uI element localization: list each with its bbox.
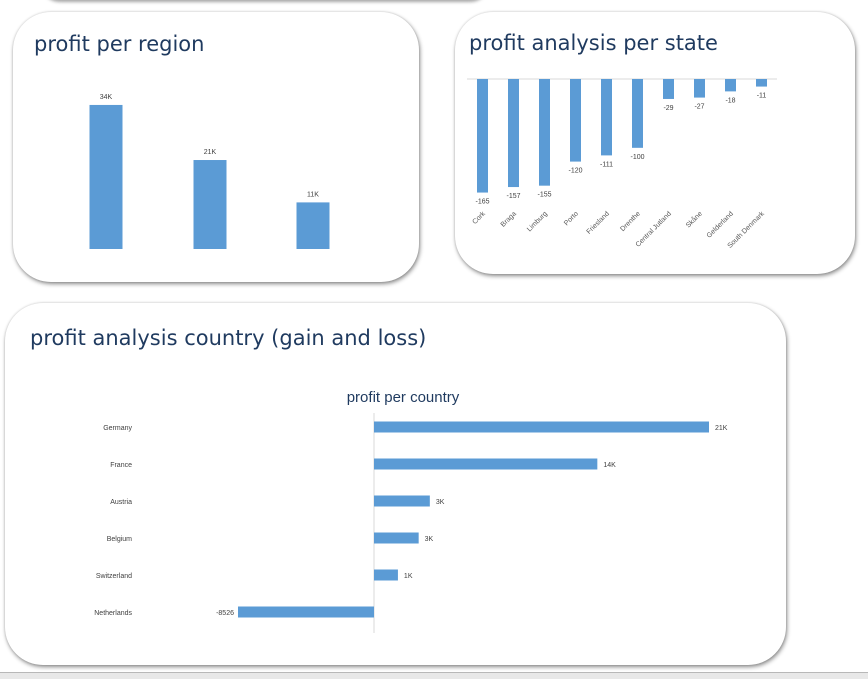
- state-chart-card[interactable]: profit analysis per state -165 Cork -157 Br…: [455, 12, 855, 274]
- state-bar-data-label: -111: [600, 161, 613, 168]
- state-bar-data-label: -120: [568, 168, 582, 175]
- region-bar: [89, 104, 123, 250]
- country-bar-data-label: 14K: [603, 462, 616, 469]
- state-bar-data-label: -27: [694, 104, 704, 111]
- country-chart: profit per country Germany 21K France 14K Aus…: [94, 389, 728, 633]
- state-bar: [570, 79, 581, 162]
- state-bar-data-label: -155: [537, 192, 551, 199]
- country-bar: [374, 569, 398, 581]
- state-bar: [477, 79, 488, 193]
- country-category-label: Germany: [103, 425, 132, 432]
- state-bar-data-label: -29: [663, 105, 673, 112]
- country-bar: [374, 421, 709, 433]
- state-bar: [632, 79, 643, 148]
- country-category-label: Austria: [110, 499, 132, 506]
- state-bar: [508, 79, 519, 188]
- state-bar: [601, 79, 612, 156]
- state-category-label: Drenthe: [619, 210, 642, 233]
- state-bar: [663, 79, 674, 99]
- country-bar-data-label: -8526: [216, 610, 234, 617]
- country-chart-title: profit per country: [347, 389, 460, 406]
- country-category-label: France: [110, 462, 132, 469]
- country-category-label: Switzerland: [96, 573, 132, 580]
- state-bar: [756, 79, 767, 87]
- state-category-label: Gelderland: [706, 210, 735, 239]
- state-category-label: Skåne: [684, 210, 704, 230]
- country-bar: [237, 606, 374, 618]
- country-bar-data-label: 3K: [425, 536, 434, 543]
- country-bar: [374, 458, 598, 470]
- region-bar-data-label: 21K: [204, 149, 217, 156]
- country-bar-data-label: 1K: [404, 573, 413, 580]
- region-bar: [296, 202, 330, 249]
- country-category-label: Belgium: [107, 536, 132, 543]
- country-bar-data-label: 3K: [436, 499, 445, 506]
- state-category-label: Friesland: [586, 210, 611, 235]
- region-bar-data-label: 34K: [100, 94, 113, 101]
- region-card-title: profit per region: [34, 32, 205, 56]
- region-chart: 34K 21K 11K: [89, 94, 330, 250]
- state-category-label: Limburg: [526, 210, 549, 233]
- country-chart-card[interactable]: profit analysis country (gain and loss) …: [5, 303, 786, 665]
- sheet-tab-bar: [0, 672, 868, 679]
- state-bar-data-label: -11: [757, 93, 767, 100]
- region-bar: [193, 160, 227, 249]
- state-category-label: Porto: [563, 210, 580, 227]
- state-category-label: Braga: [500, 210, 518, 228]
- state-category-label: Cork: [472, 210, 488, 226]
- state-chart: -165 Cork -157 Braga -155 Limburg -120 Porto -11…: [467, 78, 777, 250]
- country-bar: [374, 532, 419, 544]
- state-bar: [725, 79, 736, 92]
- country-bar-data-label: 21K: [715, 425, 728, 432]
- country-card-title: profit analysis country (gain and loss): [30, 326, 427, 350]
- state-card-title: profit analysis per state: [469, 31, 718, 55]
- state-bar-data-label: -165: [475, 199, 489, 206]
- country-bar: [374, 495, 430, 507]
- state-bar-data-label: -18: [725, 97, 735, 104]
- state-bar-data-label: -157: [506, 193, 520, 200]
- region-chart-card[interactable]: profit per region 34K 21K 11K: [13, 12, 419, 282]
- country-category-label: Netherlands: [94, 610, 132, 617]
- state-bar-data-label: -100: [630, 154, 644, 161]
- state-bar: [694, 79, 705, 98]
- state-bar: [539, 79, 550, 186]
- region-bar-data-label: 11K: [307, 191, 319, 198]
